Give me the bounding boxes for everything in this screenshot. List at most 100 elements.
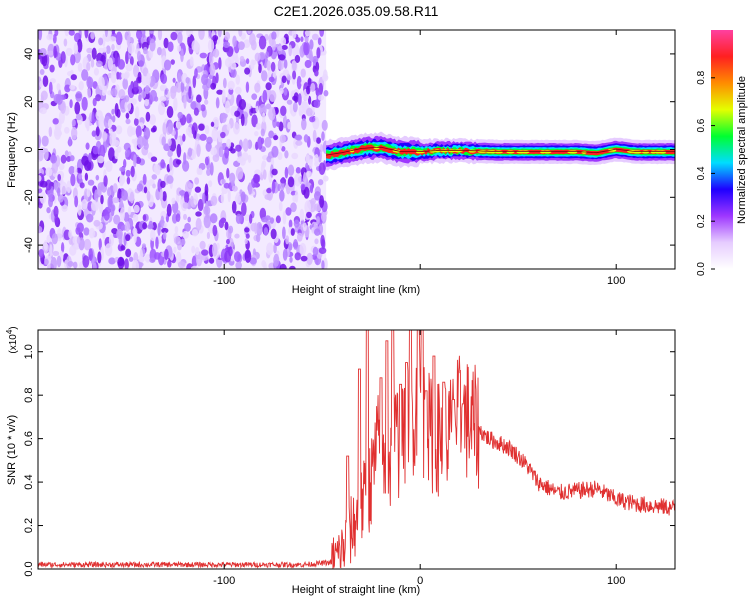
noise-blob xyxy=(46,207,51,214)
noise-blob xyxy=(188,86,192,100)
noise-blob xyxy=(162,121,167,136)
noise-blob xyxy=(85,142,90,150)
noise-blob xyxy=(288,44,293,57)
noise-blob xyxy=(316,137,321,144)
noise-blob xyxy=(234,110,241,117)
noise-blob xyxy=(264,194,272,200)
noise-blob xyxy=(209,213,218,224)
noise-blob xyxy=(73,42,79,55)
noise-blob xyxy=(109,128,113,135)
noise-blob xyxy=(175,213,181,223)
noise-blob xyxy=(271,145,279,158)
noise-blob xyxy=(88,227,96,239)
noise-blob xyxy=(235,74,241,85)
noise-blob xyxy=(108,257,116,265)
noise-blob xyxy=(314,153,319,165)
noise-blob xyxy=(317,179,324,186)
noise-blob xyxy=(125,63,133,72)
noise-blob xyxy=(130,165,135,178)
noise-blob xyxy=(284,166,289,179)
noise-blob xyxy=(136,183,144,192)
noise-blob xyxy=(58,163,65,171)
noise-blob xyxy=(143,186,148,194)
noise-blob xyxy=(245,233,250,239)
noise-blob xyxy=(220,217,227,224)
noise-blob xyxy=(167,41,174,52)
noise-blob xyxy=(279,189,285,202)
noise-blob xyxy=(223,182,230,189)
noise-blob xyxy=(234,194,242,204)
noise-blob xyxy=(253,173,260,184)
noise-blob xyxy=(60,242,65,254)
noise-blob xyxy=(263,227,269,236)
noise-blob xyxy=(197,198,204,212)
noise-blob xyxy=(220,131,226,139)
noise-blob xyxy=(125,112,130,119)
noise-blob xyxy=(166,175,174,184)
noise-blob xyxy=(84,30,89,39)
noise-blob xyxy=(112,183,118,193)
noise-blob xyxy=(304,59,312,69)
noise-blob xyxy=(131,138,136,144)
noise-blob xyxy=(208,52,214,66)
noise-blob xyxy=(291,30,297,39)
noise-blob xyxy=(257,136,263,150)
noise-blob xyxy=(204,156,209,166)
noise-blob xyxy=(81,199,88,210)
noise-blob xyxy=(185,77,190,84)
noise-blob xyxy=(247,103,252,110)
noise-blob xyxy=(56,228,63,242)
noise-blob xyxy=(53,205,59,218)
noise-blob xyxy=(133,230,137,244)
noise-blob xyxy=(182,160,190,172)
noise-blob xyxy=(305,107,313,117)
noise-blob xyxy=(132,213,139,222)
noise-blob xyxy=(76,38,83,53)
noise-blob xyxy=(98,76,105,90)
noise-blob xyxy=(57,173,62,182)
noise-blob xyxy=(189,56,194,67)
noise-blob xyxy=(38,248,45,258)
noise-blob xyxy=(212,224,218,237)
noise-blob xyxy=(318,82,324,95)
noise-blob xyxy=(70,74,77,81)
noise-blob xyxy=(103,175,108,187)
noise-blob xyxy=(244,227,250,233)
noise-blob xyxy=(123,159,127,169)
noise-blob xyxy=(205,141,212,152)
noise-blob xyxy=(97,182,106,191)
noise-blob xyxy=(177,111,183,119)
noise-blob xyxy=(160,84,165,92)
noise-blob xyxy=(136,50,142,62)
noise-blob xyxy=(92,97,97,107)
noise-blob xyxy=(244,249,252,263)
snr-frame xyxy=(37,329,676,570)
noise-blob xyxy=(108,233,114,247)
noise-blob xyxy=(102,46,107,53)
noise-blob xyxy=(159,188,164,202)
spectrogram-y-axis: -40 -20 0 20 40 xyxy=(23,48,675,253)
noise-blob xyxy=(39,107,47,115)
noise-blob xyxy=(249,257,257,265)
noise-blob xyxy=(287,176,295,188)
noise-blob xyxy=(193,193,199,206)
noise-blob xyxy=(244,67,251,75)
noise-blob xyxy=(81,96,88,111)
noise-blob xyxy=(119,166,126,172)
noise-blob xyxy=(280,37,287,46)
noise-blob xyxy=(210,121,215,127)
snr-y-tick-label: 0.2 xyxy=(23,518,35,533)
noise-blob xyxy=(175,159,182,165)
noise-blob xyxy=(281,75,287,84)
noise-blob xyxy=(49,154,58,164)
noise-blob xyxy=(234,233,240,239)
noise-blob xyxy=(273,243,277,254)
noise-blob xyxy=(149,38,156,52)
noise-blob xyxy=(154,96,159,102)
noise-blob xyxy=(222,41,230,49)
noise-blob xyxy=(126,34,131,47)
noise-blob xyxy=(261,70,268,82)
noise-blob xyxy=(162,190,167,202)
noise-blob xyxy=(291,60,297,72)
noise-blob xyxy=(167,138,172,147)
